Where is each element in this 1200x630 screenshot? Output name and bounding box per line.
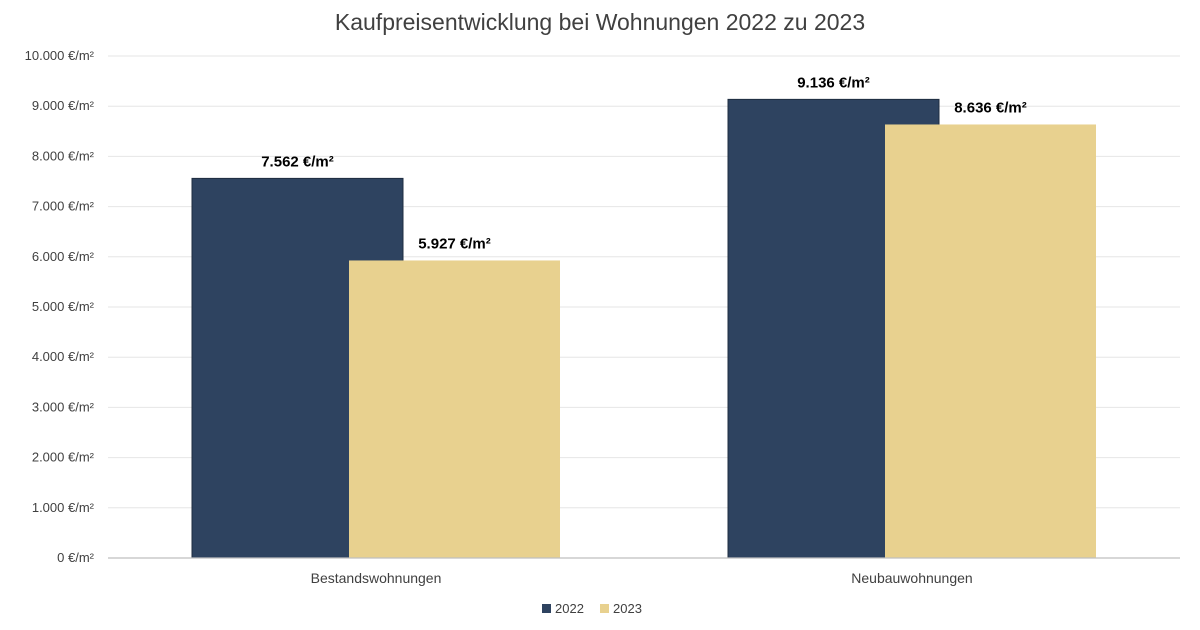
bar-2023-neubauwohnungen (885, 124, 1096, 558)
data-label: 7.562 €/m² (261, 153, 334, 170)
y-tick-label: 8.000 €/m² (32, 148, 95, 163)
legend-swatch-2023 (600, 604, 609, 613)
data-labels: 7.562 €/m² 5.927 €/m² 9.136 €/m² 8.636 €/m² (261, 74, 1027, 252)
bars (191, 98, 1096, 559)
y-tick-label: 9.000 €/m² (32, 98, 95, 113)
x-category-label: Neubauwohnungen (851, 570, 972, 586)
y-axis-ticks: 0 €/m² 1.000 €/m² 2.000 €/m² 3.000 €/m² 4.00… (25, 48, 95, 565)
y-tick-label: 1.000 €/m² (32, 500, 95, 515)
data-label: 8.636 €/m² (954, 99, 1027, 116)
y-tick-label: 0 €/m² (57, 550, 95, 565)
bar-2023-bestandswohnungen (349, 260, 560, 558)
y-tick-label: 3.000 €/m² (32, 399, 95, 414)
legend-label: 2022 (555, 601, 584, 616)
data-label: 5.927 €/m² (418, 235, 491, 252)
y-tick-label: 10.000 €/m² (25, 48, 95, 63)
x-category-label: Bestandswohnungen (311, 570, 442, 586)
y-tick-label: 7.000 €/m² (32, 199, 95, 214)
x-axis-categories: Bestandswohnungen Neubauwohnungen (311, 570, 973, 586)
legend-swatch-2022 (542, 604, 551, 613)
y-tick-label: 2.000 €/m² (32, 450, 95, 465)
legend: 2022 2023 (542, 601, 642, 616)
legend-label: 2023 (613, 601, 642, 616)
y-tick-label: 6.000 €/m² (32, 249, 95, 264)
y-tick-label: 5.000 €/m² (32, 299, 95, 314)
data-label: 9.136 €/m² (797, 74, 870, 91)
y-tick-label: 4.000 €/m² (32, 349, 95, 364)
chart-title: Kaufpreisentwicklung bei Wohnungen 2022 … (335, 9, 865, 35)
